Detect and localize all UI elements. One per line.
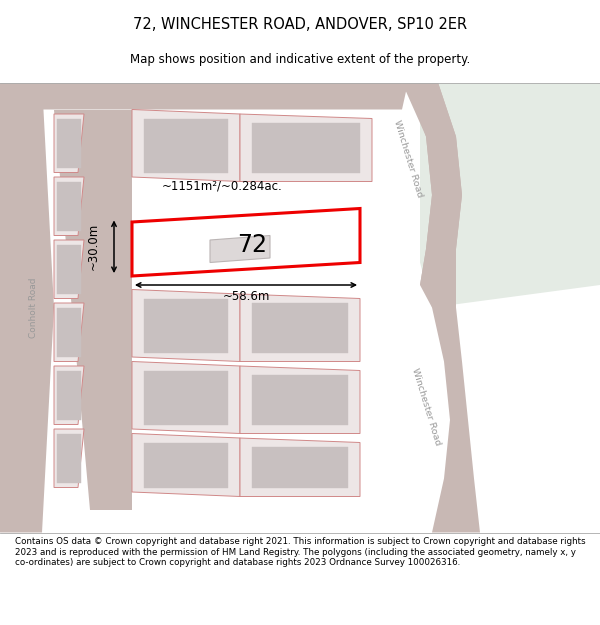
Polygon shape — [57, 119, 81, 168]
Polygon shape — [252, 447, 348, 488]
Polygon shape — [54, 366, 84, 424]
Polygon shape — [54, 429, 84, 488]
Polygon shape — [402, 82, 462, 285]
Polygon shape — [132, 209, 360, 276]
Polygon shape — [132, 109, 240, 181]
Polygon shape — [132, 289, 240, 361]
Polygon shape — [144, 299, 228, 352]
Polygon shape — [144, 371, 228, 424]
Polygon shape — [0, 82, 54, 532]
Text: Contains OS data © Crown copyright and database right 2021. This information is : Contains OS data © Crown copyright and d… — [15, 537, 586, 567]
Text: 72, WINCHESTER ROAD, ANDOVER, SP10 2ER: 72, WINCHESTER ROAD, ANDOVER, SP10 2ER — [133, 18, 467, 32]
Polygon shape — [42, 82, 408, 109]
Text: ~30.0m: ~30.0m — [86, 223, 100, 271]
Polygon shape — [210, 236, 270, 262]
Polygon shape — [240, 438, 360, 496]
Polygon shape — [57, 244, 81, 294]
Polygon shape — [57, 434, 81, 483]
Polygon shape — [54, 177, 84, 236]
Polygon shape — [240, 294, 360, 361]
Text: 72: 72 — [237, 232, 267, 256]
Text: Conholt Road: Conholt Road — [29, 278, 37, 338]
Polygon shape — [240, 114, 372, 181]
Text: ~58.6m: ~58.6m — [223, 290, 269, 302]
Polygon shape — [252, 123, 360, 172]
Polygon shape — [54, 109, 132, 510]
Text: Map shows position and indicative extent of the property.: Map shows position and indicative extent… — [130, 53, 470, 66]
Polygon shape — [54, 240, 84, 299]
Text: Winchester Road: Winchester Road — [410, 367, 442, 446]
Polygon shape — [240, 366, 360, 434]
Polygon shape — [57, 308, 81, 357]
Polygon shape — [57, 181, 81, 231]
Polygon shape — [420, 82, 600, 308]
Polygon shape — [54, 114, 84, 172]
Polygon shape — [54, 303, 84, 361]
Polygon shape — [132, 434, 240, 496]
Text: Winchester Road: Winchester Road — [392, 119, 424, 199]
Polygon shape — [252, 375, 348, 424]
Polygon shape — [57, 371, 81, 420]
Text: ~1151m²/~0.284ac.: ~1151m²/~0.284ac. — [161, 179, 283, 192]
Polygon shape — [132, 361, 240, 434]
Polygon shape — [144, 119, 228, 172]
Polygon shape — [144, 442, 228, 488]
Polygon shape — [402, 82, 480, 532]
Polygon shape — [252, 303, 348, 352]
